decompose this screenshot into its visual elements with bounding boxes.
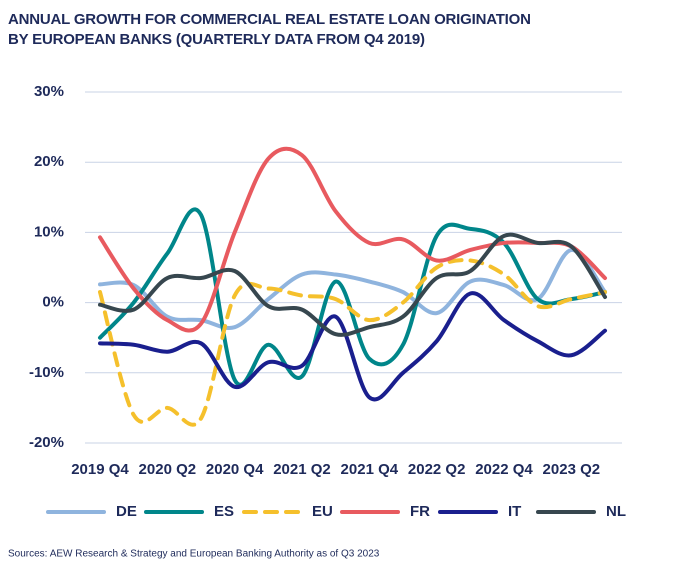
y-tick-label: 20% bbox=[34, 153, 64, 170]
x-tick-label: 2022 Q4 bbox=[475, 461, 533, 478]
x-tick-label: 2022 Q2 bbox=[408, 461, 466, 478]
chart-title: ANNUAL GROWTH FOR COMMERCIAL REAL ESTATE… bbox=[8, 11, 531, 48]
y-tick-label: -10% bbox=[29, 364, 64, 381]
legend-label: EU bbox=[312, 503, 333, 520]
legend-label: IT bbox=[508, 503, 521, 520]
series-line bbox=[98, 232, 607, 337]
y-tick-label: 10% bbox=[34, 223, 64, 240]
x-tick-label: 2020 Q4 bbox=[206, 461, 264, 478]
legend-label: DE bbox=[116, 503, 137, 520]
y-tick-label: -20% bbox=[29, 434, 64, 451]
y-tick-label: 30% bbox=[34, 83, 64, 100]
x-tick-label: 2019 Q4 bbox=[71, 461, 129, 478]
y-tick-label: 0% bbox=[42, 294, 64, 311]
series-line bbox=[98, 207, 607, 387]
x-tick-label: 2020 Q2 bbox=[139, 461, 197, 478]
x-tick-label: 2021 Q4 bbox=[341, 461, 399, 478]
series-line bbox=[98, 146, 607, 333]
x-tick-label: 2023 Q2 bbox=[543, 461, 601, 478]
series-line bbox=[98, 291, 607, 402]
legend-label: NL bbox=[606, 503, 626, 520]
legend-label: FR bbox=[410, 503, 430, 520]
x-tick-label: 2021 Q2 bbox=[273, 461, 331, 478]
source-note: Sources: AEW Research & Strategy and Eur… bbox=[8, 549, 380, 560]
series-line bbox=[98, 258, 607, 427]
legend-label: ES bbox=[214, 503, 234, 520]
